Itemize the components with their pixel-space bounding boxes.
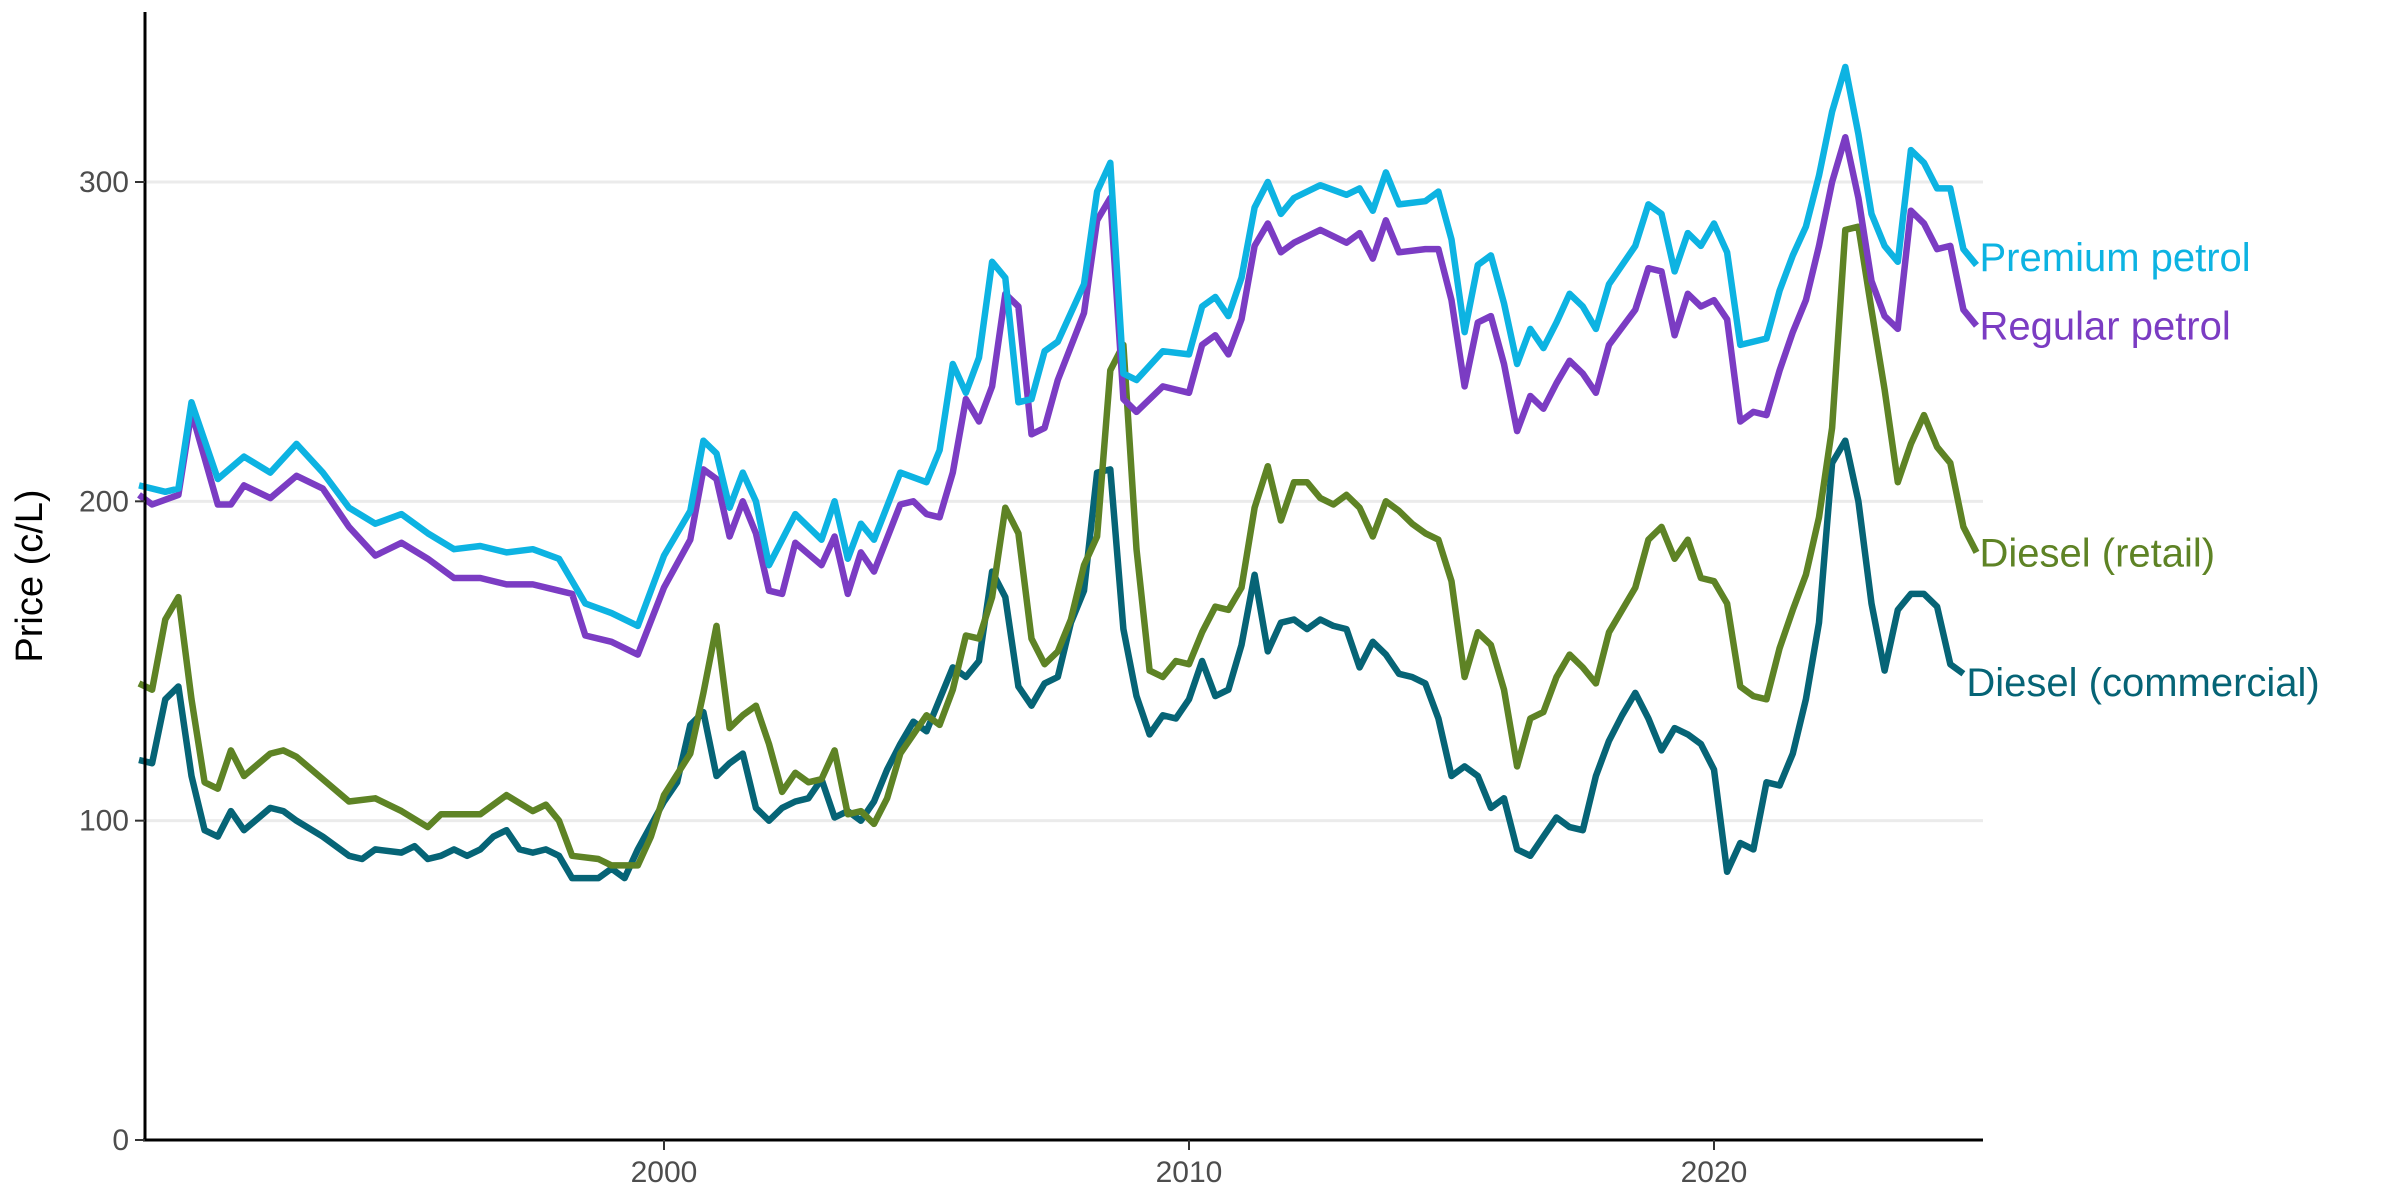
y-axis-title: Price (c/L): [9, 489, 51, 662]
x-tick-label: 2010: [1156, 1156, 1223, 1189]
x-tick-label: 2020: [1681, 1156, 1748, 1189]
series-line: [137, 134, 1980, 658]
series-label: Premium petrol: [1980, 236, 2251, 280]
y-tick-label: 0: [112, 1124, 129, 1157]
series-line: [137, 223, 1980, 869]
series-line: [138, 63, 1980, 630]
series-label: Regular petrol: [1980, 305, 2231, 349]
series-line: [138, 437, 1966, 882]
y-ticks: 0 100 200 300: [79, 166, 145, 1157]
y-tick-label: 300: [79, 166, 129, 199]
x-tick-label: 2000: [631, 1156, 698, 1189]
gridlines: [145, 180, 1983, 823]
y-tick-label: 200: [79, 485, 129, 518]
series-lines: [137, 63, 1980, 882]
series-label: Diesel (commercial): [1966, 661, 2319, 705]
axes: [143, 12, 1983, 1142]
x-ticks: 2000 2010 2020: [631, 1140, 1748, 1189]
series-labels: Premium petrol Regular petrol Diesel (reta…: [1966, 236, 2319, 705]
series-label: Diesel (retail): [1980, 531, 2216, 575]
y-tick-label: 100: [79, 805, 129, 838]
